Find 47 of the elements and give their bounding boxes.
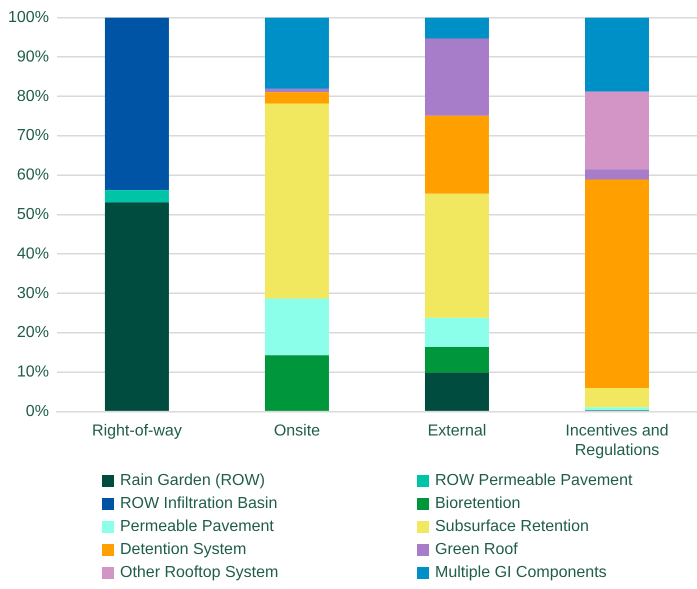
legend-label: Other Rooftop System [119, 562, 280, 582]
bar [264, 355, 329, 411]
y-tick-label: 0% [26, 403, 49, 420]
y-tick-label: 50% [16, 206, 49, 224]
x-tick-label: Onsite [274, 422, 320, 440]
bar [584, 169, 649, 180]
y-tick-label: 70% [16, 127, 49, 144]
legend-label: ROW Permeable Pavement [434, 470, 634, 490]
y-tick-label: 80% [16, 88, 49, 105]
x-tick-label: Incentives and Regulations [565, 422, 669, 459]
bar [584, 18, 649, 92]
bar [264, 18, 329, 89]
bar [424, 116, 489, 194]
y-tick-label: 100% [8, 9, 49, 26]
y-tick-label: 90% [16, 48, 49, 66]
bar [584, 407, 649, 410]
legend-label: ROW Infiltration Basin [119, 494, 278, 514]
bar [264, 103, 329, 299]
bar [584, 388, 649, 408]
legend-label: Detention System [119, 540, 248, 560]
legend-label: Bioretention [434, 494, 522, 514]
bar [424, 38, 489, 116]
bar [264, 88, 329, 92]
bar [264, 298, 329, 356]
bar [424, 194, 489, 318]
bar [424, 372, 489, 411]
bar [424, 346, 489, 373]
y-tick-label: 40% [16, 245, 49, 262]
x-tick-label: Right-of-way [92, 422, 182, 440]
y-tick-label: 30% [16, 284, 49, 302]
legend-label: Permeable Pavement [119, 516, 275, 536]
y-tick-label: 10% [16, 364, 49, 381]
legend-label: Green Roof [434, 540, 519, 560]
bar [424, 318, 489, 347]
x-tick-label: External [428, 422, 486, 440]
legend-label: Multiple GI Components [434, 562, 608, 582]
y-tick-label: 60% [16, 166, 49, 184]
bar [424, 18, 489, 38]
y-tick-label: 20% [16, 324, 49, 342]
legend-label: Rain Garden (ROW) [119, 470, 266, 490]
bar [104, 18, 169, 190]
legend-label: Subsurface Retention [434, 516, 590, 536]
bar [584, 92, 649, 170]
bar [584, 180, 649, 388]
bar [104, 190, 169, 202]
bar [104, 202, 169, 411]
bar [264, 92, 329, 104]
